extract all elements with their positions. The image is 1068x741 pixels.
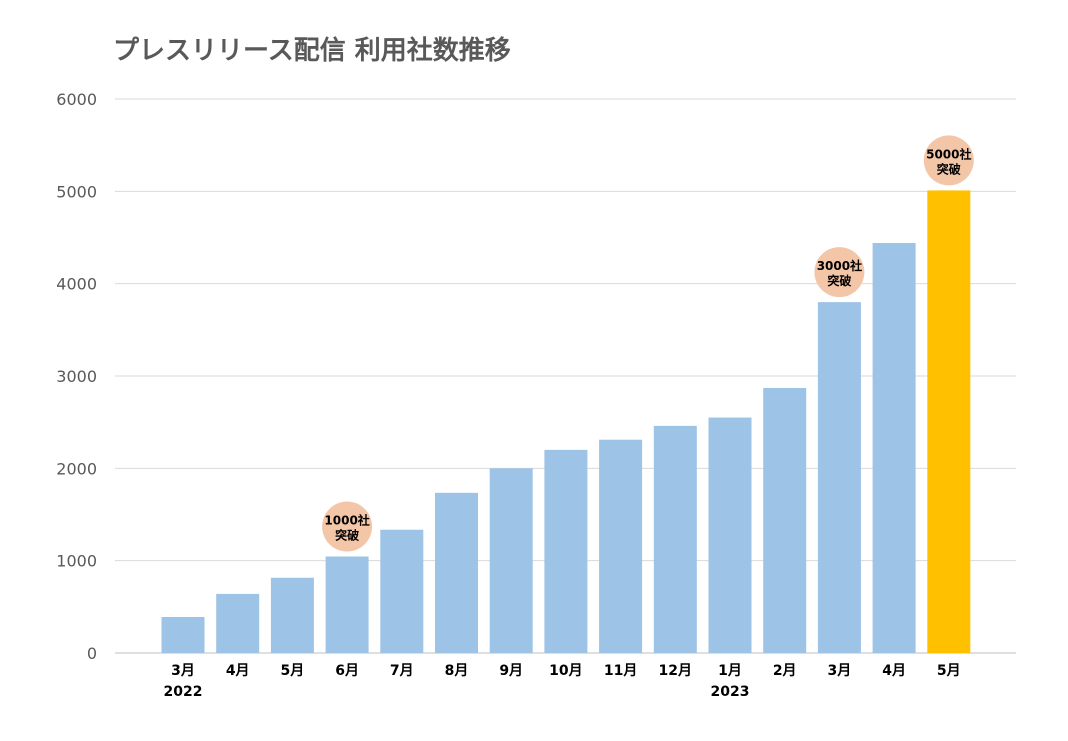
x-tick-label: 5月 bbox=[937, 663, 961, 679]
milestone-badge-line1: 3000社 bbox=[817, 258, 862, 273]
x-tick-label: 4月 bbox=[882, 663, 906, 679]
x-tick-label: 2月 bbox=[773, 663, 797, 679]
x-tick-label: 10月 bbox=[549, 663, 582, 679]
x-year-label: 2023 bbox=[711, 684, 750, 700]
bar bbox=[435, 492, 478, 653]
milestone-badge bbox=[814, 247, 865, 298]
bar bbox=[872, 243, 916, 654]
bar bbox=[380, 529, 424, 653]
bar bbox=[544, 449, 588, 653]
milestone-badge bbox=[923, 135, 974, 186]
milestone-badge bbox=[322, 501, 373, 552]
milestone-badge-line2: 突破 bbox=[827, 273, 851, 288]
y-tick-label: 2000 bbox=[56, 459, 97, 478]
y-tick-label: 6000 bbox=[56, 90, 97, 109]
bar bbox=[489, 468, 533, 653]
y-tick-label: 1000 bbox=[56, 552, 97, 571]
y-tick-label: 3000 bbox=[56, 367, 97, 386]
bar bbox=[270, 577, 314, 653]
y-tick-label: 5000 bbox=[56, 182, 97, 201]
bar bbox=[599, 439, 643, 653]
bar bbox=[161, 616, 205, 653]
bar bbox=[653, 425, 697, 653]
x-tick-label: 6月 bbox=[335, 663, 359, 679]
x-tick-label: 9月 bbox=[499, 663, 523, 679]
y-tick-label: 0 bbox=[87, 644, 97, 663]
milestone-badge-line1: 5000社 bbox=[926, 146, 971, 161]
x-tick-label: 3月 bbox=[171, 663, 195, 679]
x-tick-label: 8月 bbox=[445, 663, 469, 679]
bar bbox=[325, 556, 369, 653]
bar bbox=[708, 417, 752, 653]
milestone-badge-line2: 突破 bbox=[335, 528, 359, 543]
x-tick-label: 4月 bbox=[226, 663, 250, 679]
x-tick-label: 7月 bbox=[390, 663, 414, 679]
milestone-badge-line2: 突破 bbox=[937, 161, 961, 176]
y-tick-label: 4000 bbox=[56, 275, 97, 294]
x-tick-label: 3月 bbox=[828, 663, 852, 679]
x-tick-label: 1月 bbox=[718, 663, 742, 679]
x-year-label: 2022 bbox=[164, 684, 203, 700]
x-tick-label: 5月 bbox=[281, 663, 305, 679]
milestone-badge-line1: 1000社 bbox=[324, 513, 369, 528]
x-tick-label: 11月 bbox=[604, 663, 637, 679]
chart-title: プレスリリース配信 利用社数推移 bbox=[113, 36, 511, 66]
bar bbox=[216, 593, 260, 653]
bar bbox=[817, 302, 861, 653]
bar bbox=[763, 388, 807, 653]
bar-highlight bbox=[927, 190, 971, 653]
x-tick-label: 12月 bbox=[659, 663, 692, 679]
